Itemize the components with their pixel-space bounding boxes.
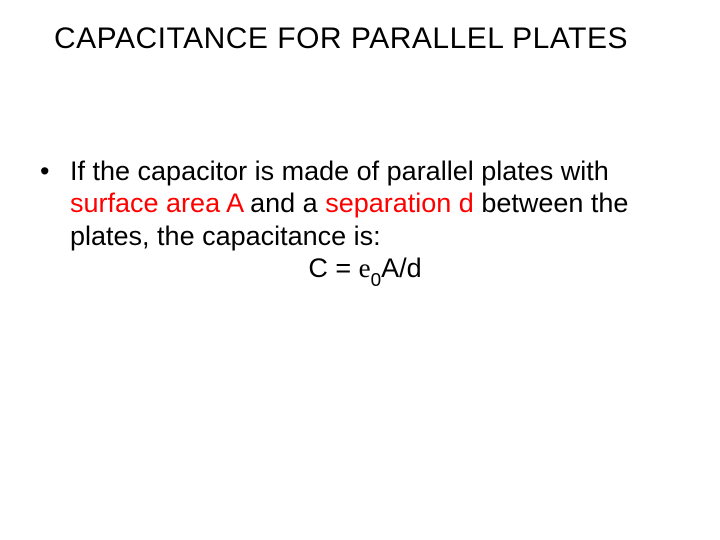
subscript-zero: 0 [371, 270, 382, 291]
slide-body: • If the capacitor is made of parallel p… [40, 155, 660, 290]
slide: CAPACITANCE FOR PARALLEL PLATES • If the… [0, 0, 720, 540]
text-segment: If the capacitor is made of parallel pla… [70, 156, 609, 186]
epsilon-symbol: e [359, 253, 371, 283]
bullet-item: • If the capacitor is made of parallel p… [40, 155, 660, 290]
formula: C = e0A/d [70, 252, 660, 290]
highlight-separation: separation d [325, 188, 474, 218]
slide-title: CAPACITANCE FOR PARALLEL PLATES [54, 22, 680, 56]
formula-rhs: A/d [381, 253, 422, 283]
text-segment: and a [243, 188, 326, 218]
bullet-marker: • [40, 155, 70, 290]
highlight-surface-area: surface area A [70, 188, 243, 218]
formula-lhs: C = [308, 253, 358, 283]
bullet-text: If the capacitor is made of parallel pla… [70, 155, 660, 290]
